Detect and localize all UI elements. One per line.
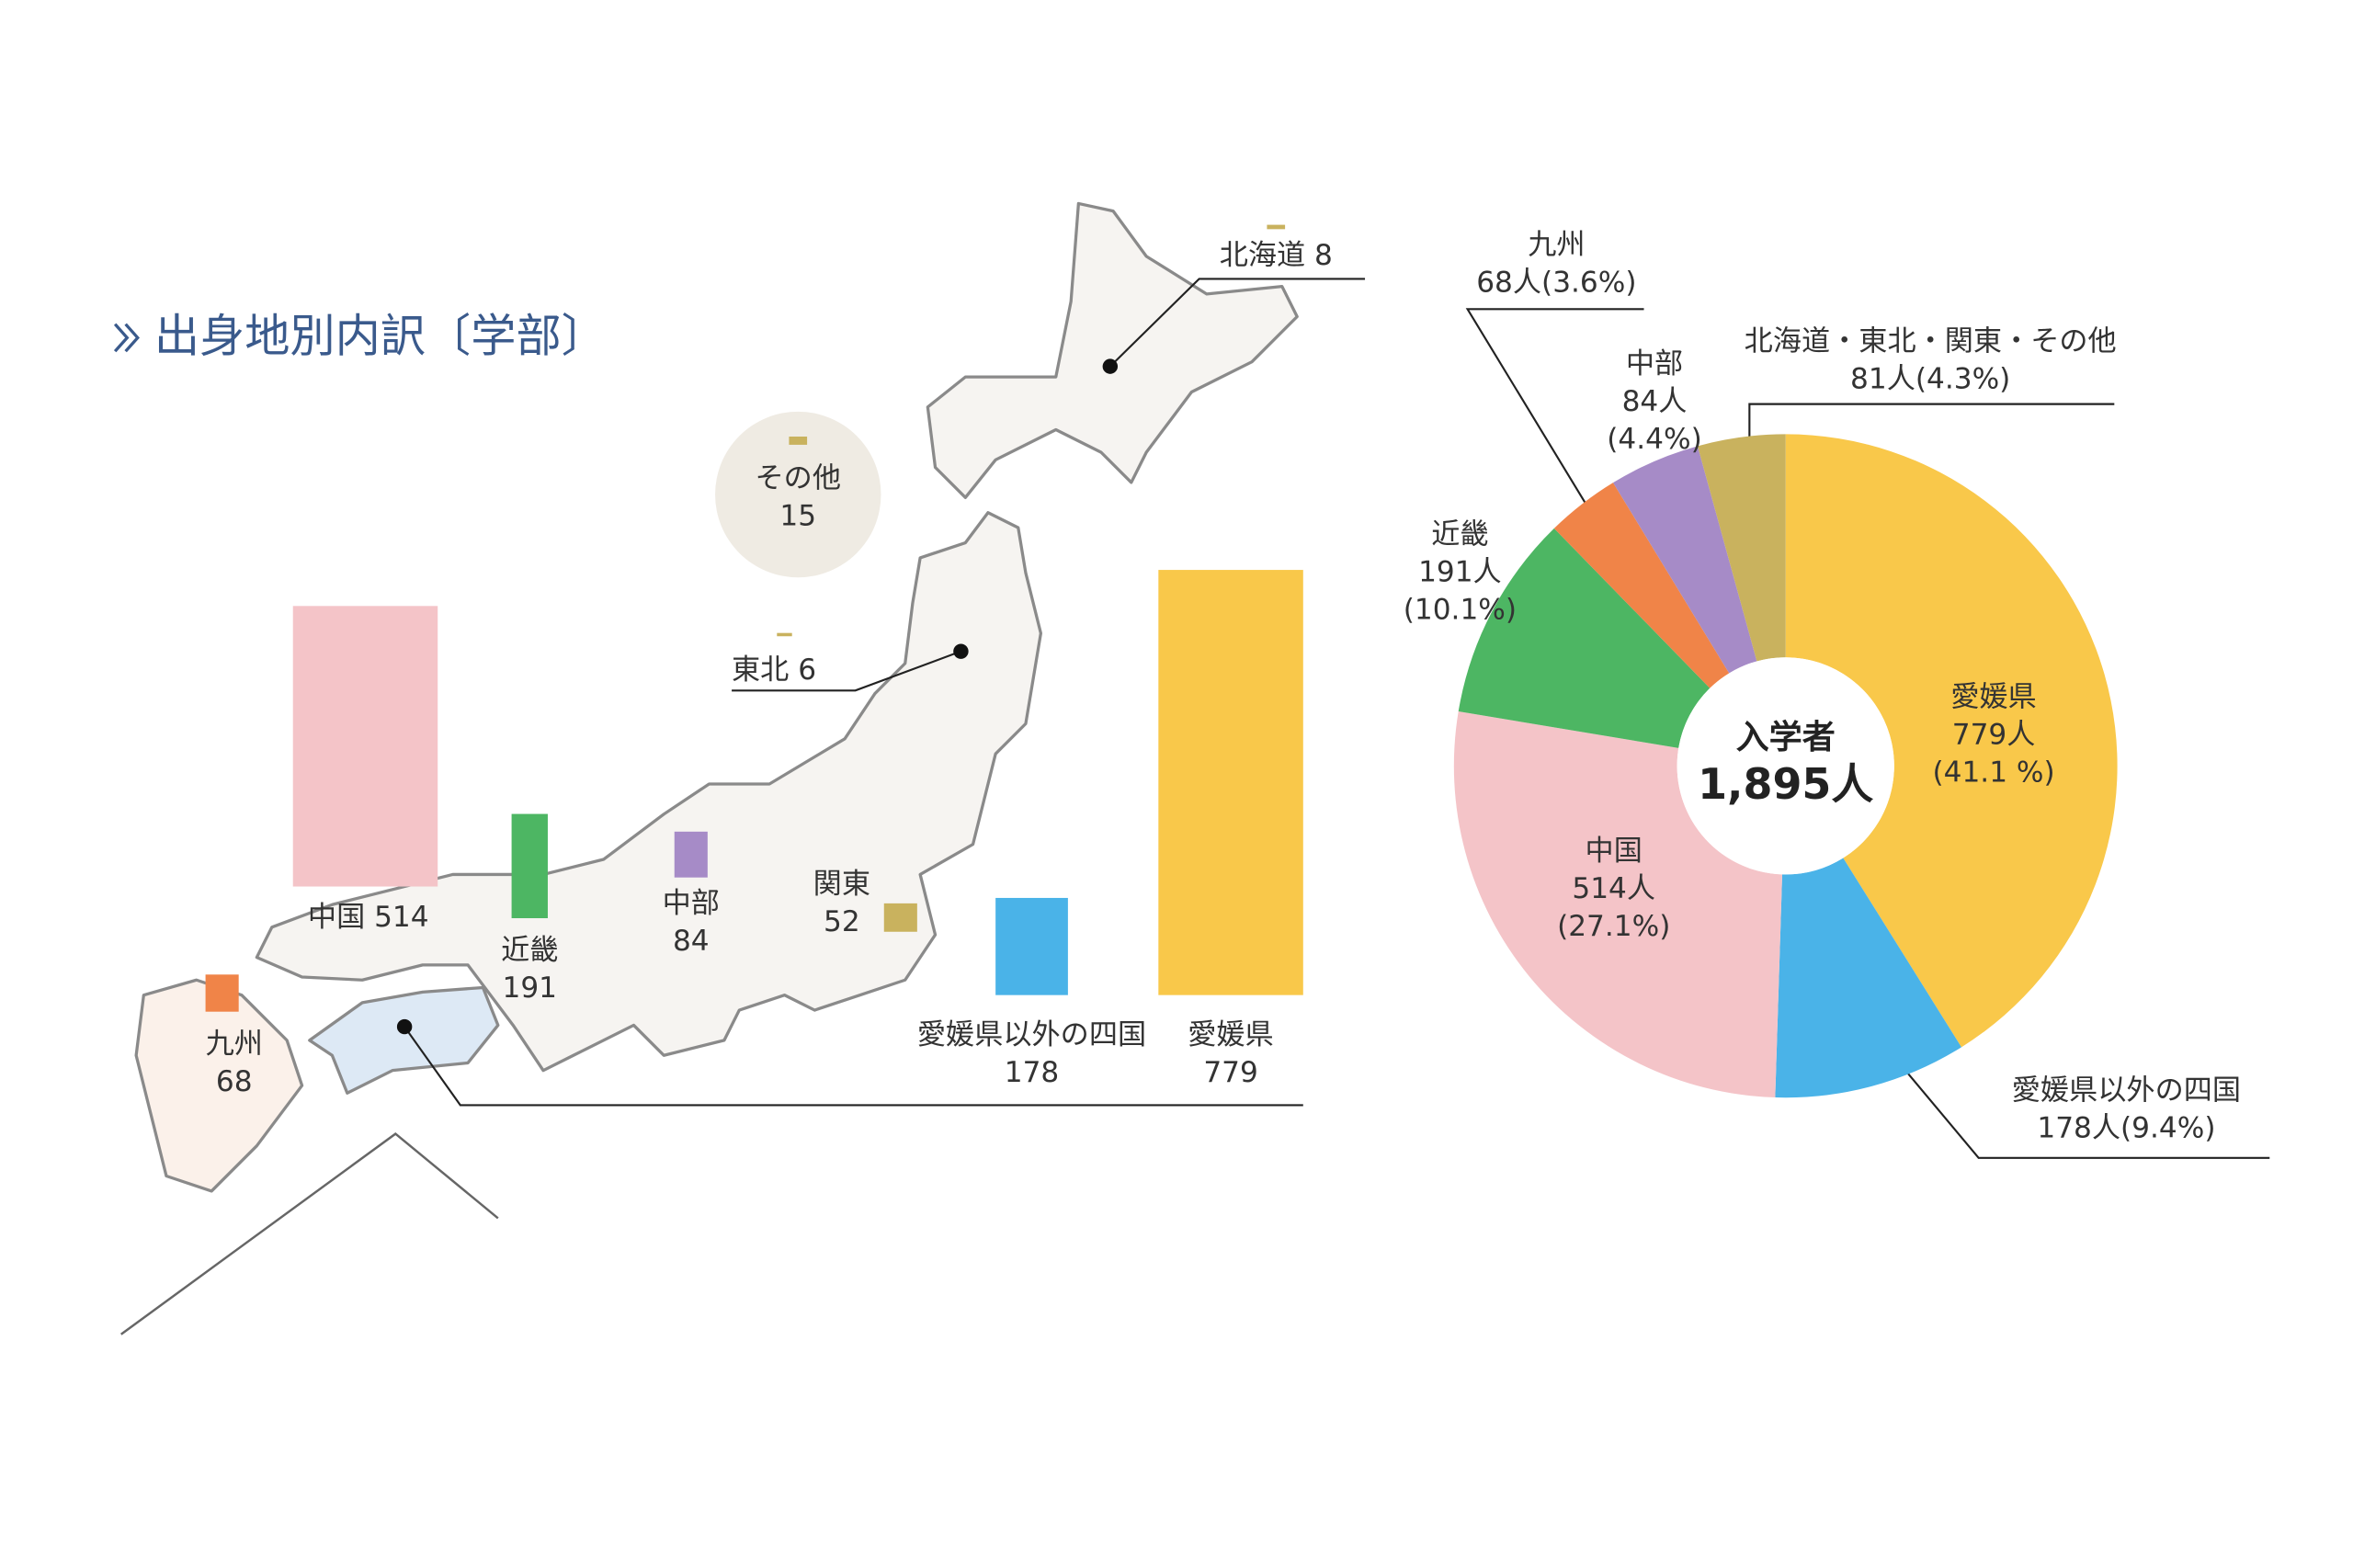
donut-slice [1612, 446, 1757, 674]
bar [789, 437, 808, 445]
donut-slice [1453, 711, 1782, 1098]
category-label: 愛媛県以外の四国 [917, 1018, 1146, 1051]
value-label: 68 [216, 1065, 253, 1098]
donut-slice [1458, 528, 1711, 748]
bar [883, 903, 917, 932]
value-label: 779 [1203, 1056, 1257, 1089]
slice-label: 中部 [1626, 347, 1683, 381]
category-label: 北海道 [1220, 239, 1305, 272]
value-label: 8 [1314, 239, 1333, 272]
title: 出身地別内訳〔学部〕 [154, 310, 607, 363]
bar [511, 813, 548, 918]
slice-value-line: 178人(9.4%) [2037, 1112, 2215, 1145]
slice-value-line: 68人(3.6%) [1476, 266, 1636, 299]
slice-percent: (4.4%) [1607, 423, 1701, 456]
bar-label: 中国 514 [308, 901, 429, 934]
slice-label: 北海道・東北・関東・その他 [1745, 324, 2117, 358]
donut-slice [1785, 434, 2118, 1048]
slice-percent: (41.1 %) [1932, 756, 2054, 790]
category-label: 関東 [813, 868, 870, 901]
slice-label: 中国 [1586, 835, 1643, 868]
value-label: 6 [798, 653, 816, 687]
bar [777, 632, 792, 637]
category-label: 東北 [732, 653, 789, 687]
slice-label: 九州 [1528, 228, 1585, 261]
slice-percent: (3.6%) [1541, 266, 1636, 299]
bar [995, 897, 1068, 995]
center-title: 入学者 [1736, 718, 1836, 756]
slice-value: 68人 [1476, 266, 1541, 299]
slice-value: 779人 [1952, 719, 2036, 752]
category-label: 中部 [663, 887, 720, 920]
slice-percent: (9.4%) [2120, 1112, 2215, 1145]
slice-label: 愛媛県以外の四国 [2012, 1074, 2241, 1108]
slice-percent: (4.3%) [1915, 362, 2010, 395]
bar [674, 831, 708, 878]
center-total: 1,895人 [1698, 759, 1873, 809]
slice-label: 近畿 [1431, 517, 1488, 551]
slice-value: 84人 [1622, 385, 1688, 418]
slice-percent: (10.1%) [1404, 593, 1517, 626]
donut-slice [1775, 858, 1962, 1098]
title-marker [113, 323, 140, 353]
slice-value: 514人 [1572, 872, 1655, 905]
category-label: その他 [756, 462, 841, 495]
slice-percent: (27.1%) [1557, 910, 1670, 943]
slice-value: 178人 [2037, 1112, 2120, 1145]
category-label: 中国 [308, 901, 365, 934]
value-label: 178 [1005, 1056, 1059, 1089]
bar-label: 東北 6 [732, 653, 816, 687]
value-label: 52 [824, 905, 860, 938]
slice-value-line: 81人(4.3%) [1850, 362, 2010, 395]
bar [205, 974, 239, 1012]
value-label: 514 [374, 901, 428, 934]
japan-map [120, 201, 1299, 1335]
donut-hole [1677, 657, 1894, 875]
bar [1267, 224, 1286, 230]
category-label: 愛媛県 [1188, 1018, 1273, 1051]
bar [1158, 570, 1303, 995]
value-label: 191 [503, 971, 557, 1005]
bar [292, 606, 438, 887]
bar-label: 北海道 8 [1220, 239, 1333, 272]
donut-slice [1553, 483, 1730, 688]
value-label: 15 [779, 500, 816, 533]
slice-label: 愛媛県 [1950, 680, 2036, 713]
slice-value: 191人 [1418, 555, 1502, 588]
value-label: 84 [673, 925, 710, 958]
category-label: 近畿 [501, 934, 558, 967]
slice-value: 81人 [1850, 362, 1915, 395]
category-label: 九州 [206, 1028, 263, 1061]
donut-slice [1697, 434, 1786, 662]
